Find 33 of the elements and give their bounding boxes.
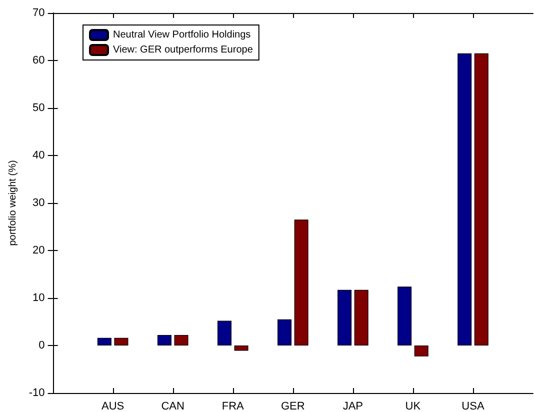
bar	[217, 320, 232, 346]
y-tick-label: 70	[32, 7, 45, 19]
bar	[278, 319, 292, 346]
bar	[234, 346, 248, 351]
bar	[157, 335, 172, 346]
x-tick-label: UK	[405, 400, 422, 412]
bar	[458, 53, 472, 346]
y-tick-label: 30	[32, 197, 45, 209]
legend-label: View: GER outperforms Europe	[113, 44, 254, 56]
x-tick-label: AUS	[102, 400, 124, 412]
bar	[97, 338, 112, 346]
y-tick-label: 60	[32, 54, 45, 66]
y-tick-label: 10	[32, 292, 45, 304]
bar	[414, 346, 428, 356]
legend-label: Neutral View Portfolio Holdings	[113, 30, 251, 40]
x-tick-label: USA	[462, 400, 485, 412]
x-tick-label: FRA	[222, 400, 245, 412]
y-tick-label: 40	[32, 150, 45, 162]
bar	[338, 290, 352, 346]
bar	[398, 286, 412, 346]
y-tick-label: -10	[28, 387, 45, 399]
bar	[114, 338, 128, 346]
y-tick-label: 50	[32, 102, 45, 114]
bar	[354, 290, 368, 346]
x-tick-label: CAN	[161, 400, 185, 412]
y-axis-title: portfolio weight (%)	[8, 160, 18, 246]
y-tick-label: 0	[38, 340, 45, 352]
x-tick-label: GER	[280, 400, 305, 412]
bar	[294, 220, 308, 346]
y-tick-label: 20	[32, 244, 45, 256]
bar	[474, 53, 488, 346]
x-tick-label: JAP	[342, 400, 364, 412]
bar	[174, 335, 188, 346]
